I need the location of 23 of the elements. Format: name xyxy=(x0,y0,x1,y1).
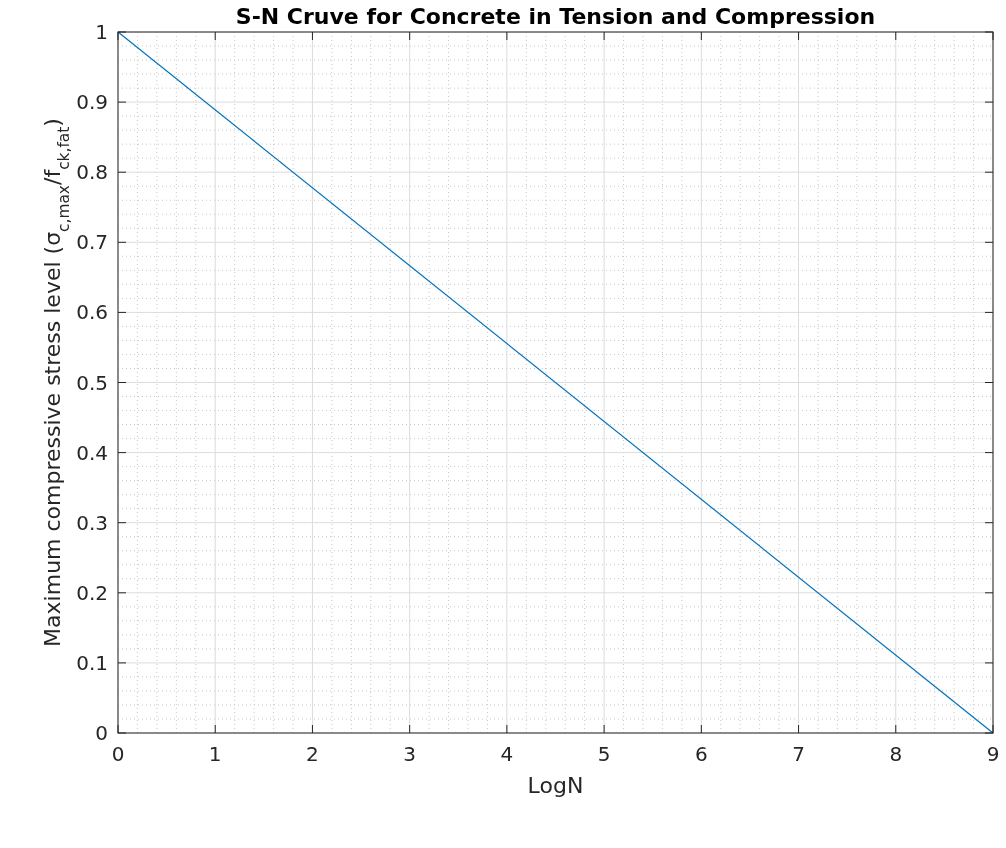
x-tick-label: 6 xyxy=(694,742,708,766)
y-tick-label: 0.5 xyxy=(76,370,108,395)
x-axis-title: LogN xyxy=(527,773,584,798)
x-tick-label: 0 xyxy=(111,742,125,766)
y-tick-label: 0.1 xyxy=(76,650,108,675)
x-tick-label: 9 xyxy=(986,742,1000,766)
y-tick-label: 0.8 xyxy=(76,160,108,185)
x-tick-label: 2 xyxy=(306,742,319,766)
x-tick-label: 3 xyxy=(403,742,417,766)
chart-title: S-N Cruve for Concrete in Tension and Compression xyxy=(235,4,876,29)
x-tick-label: 8 xyxy=(889,742,903,766)
x-tick-label: 1 xyxy=(208,742,222,766)
y-tick-label: 0.2 xyxy=(76,580,108,605)
y-tick-label: 0 xyxy=(95,721,108,745)
y-tick-label: 0.6 xyxy=(76,300,108,325)
x-tick-label: 4 xyxy=(500,742,514,766)
x-tick-label: 7 xyxy=(792,742,805,766)
y-tick-label: 0.4 xyxy=(76,440,108,465)
y-tick-label: 1 xyxy=(95,20,108,44)
x-tick-label: 5 xyxy=(597,742,611,766)
y-tick-label: 0.7 xyxy=(76,230,108,255)
y-tick-label: 0.3 xyxy=(76,510,108,535)
y-tick-label: 0.9 xyxy=(76,90,108,115)
